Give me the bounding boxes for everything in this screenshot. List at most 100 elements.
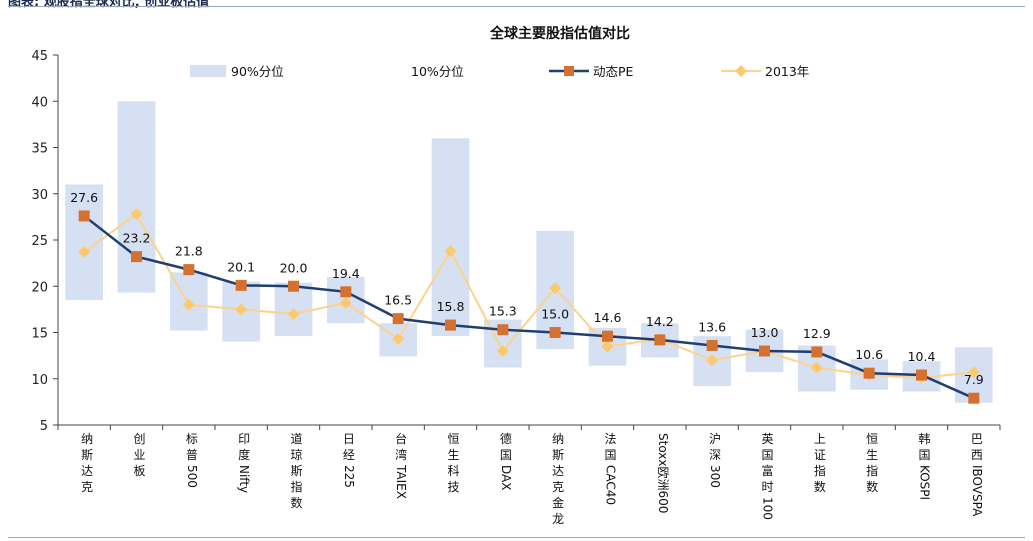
band-10pct-0 <box>65 300 104 425</box>
data-label-pe-14: 12.9 <box>803 326 831 341</box>
x-category-label-10-char-1: 国 <box>604 448 616 462</box>
series-2013-point-4 <box>287 308 300 320</box>
series-pe-point-15 <box>863 367 875 379</box>
x-category-label-5-char-1: 经 <box>343 448 355 462</box>
data-label-pe-10: 14.6 <box>594 310 622 325</box>
x-category-label-10-rot: CAC40 <box>604 465 618 505</box>
x-category-label-1: 创业板 <box>133 432 145 478</box>
chart-legend: 90%分位 10%分位 动态PE 2013年 <box>190 64 809 79</box>
data-label-pe-7: 15.8 <box>437 299 465 314</box>
series-2013-line <box>83 212 974 379</box>
legend-label-band10: 10%分位 <box>411 64 464 79</box>
band-10pct-12 <box>693 386 732 425</box>
series-pe-point-11 <box>654 334 666 346</box>
footer-divider <box>8 537 1025 538</box>
data-label-pe-16: 10.4 <box>908 349 936 364</box>
y-tick-label-40: 40 <box>31 95 48 110</box>
band-10pct-9 <box>536 349 575 425</box>
data-label-pe-12: 13.6 <box>698 319 726 334</box>
band-10pct-6 <box>379 356 418 425</box>
x-category-label-13-char-2: 富 <box>761 463 773 478</box>
x-category-label-13-char-0: 英 <box>761 432 773 446</box>
data-label-pe-9: 15.0 <box>541 307 569 322</box>
series-pe-point-9 <box>549 327 561 338</box>
series-pe-point-10 <box>602 330 613 342</box>
band-10pct-17 <box>954 402 993 425</box>
series-pe-point-17 <box>968 392 980 404</box>
x-category-label-0: 纳斯达克 <box>81 432 93 494</box>
legend-swatch-pe-marker <box>564 66 574 76</box>
band-10pct-3 <box>222 341 261 425</box>
y-tick-label-35: 35 <box>31 142 48 157</box>
y-tick-label-25: 25 <box>31 234 48 249</box>
x-category-label-3-char-0: 印 <box>238 432 250 446</box>
series-2013-point-9 <box>549 282 562 295</box>
x-category-label-8-char-1: 国 <box>500 448 512 462</box>
series-2013-point-2 <box>182 298 195 311</box>
series-pe-point-14 <box>811 346 823 358</box>
data-label-pe-5: 19.4 <box>332 266 360 281</box>
x-category-label-6-char-1: 湾 <box>395 447 407 462</box>
band-10pct-16 <box>902 391 941 425</box>
x-category-label-17-char-0: 巴 <box>971 432 983 446</box>
data-label-pe-8: 15.3 <box>489 304 517 319</box>
series-2013-point-7 <box>444 245 457 258</box>
x-category-label-15: 恒生指数 <box>866 432 878 494</box>
series-pe-point-12 <box>706 339 718 351</box>
legend-swatch-band90 <box>190 65 226 77</box>
x-category-label-5-rot: 225 <box>342 465 356 488</box>
page-header-text: 图表: 观股指全球对比, 创业板估值 <box>8 0 210 10</box>
band-10pct-11 <box>640 357 679 425</box>
data-label-pe-15: 10.6 <box>855 347 883 362</box>
series-2013-point-1 <box>130 208 143 221</box>
band-10pct-5 <box>326 323 365 425</box>
data-label-pe-13: 13.0 <box>751 325 779 340</box>
series-pe-point-1 <box>131 251 142 263</box>
y-tick-label-15: 15 <box>31 327 48 342</box>
series-2013-point-0 <box>78 246 91 259</box>
band-10pct-15 <box>850 389 889 425</box>
series-2013-point-10 <box>601 340 614 353</box>
series-2013-point-8 <box>496 345 509 357</box>
chart-title: 全球主要股指估值对比 <box>489 25 630 42</box>
x-category-label-12-char-0: 沪 <box>709 432 721 446</box>
x-category-label-13-char-3: 时 <box>761 480 773 494</box>
series-2013-point-17 <box>967 366 980 379</box>
x-category-label-9: 纳斯达克金龙 <box>552 432 564 526</box>
series-2013-point-14 <box>810 361 823 374</box>
y-tick-label-20: 20 <box>31 280 48 295</box>
data-label-pe-11: 14.2 <box>646 314 674 329</box>
series-2013-point-3 <box>235 303 248 316</box>
band-90pct-7 <box>431 138 470 337</box>
x-category-label-2-rot: 500 <box>185 465 199 488</box>
series-pe-point-16 <box>916 369 927 381</box>
x-category-label-16-rot: KOSPI <box>918 465 932 500</box>
series-pe-point-5 <box>340 286 352 298</box>
legend-label-pe: 动态PE <box>593 64 634 79</box>
legend-swatch-2013-marker <box>735 65 747 77</box>
x-category-label-4: 道琼斯指数 <box>290 432 302 510</box>
x-category-label-11-rot: Stoxx欧洲600 <box>656 433 670 513</box>
x-category-label-12-rot: 300 <box>708 465 722 488</box>
y-tick-label-10: 10 <box>31 373 48 388</box>
series-2013-point-5 <box>339 296 352 309</box>
series-pe-point-6 <box>392 313 404 325</box>
legend-label-2013: 2013年 <box>765 64 809 79</box>
data-label-pe-17: 7.9 <box>964 372 984 387</box>
series-pe-point-4 <box>288 280 299 292</box>
plot-area: 5 10 15 20 25 30 35 40 45 纳斯达克 创业板 标普 500 印度 Nifty 道琼斯指… <box>31 49 1001 526</box>
x-category-label-16-char-1: 国 <box>918 448 930 462</box>
band-10pct-7 <box>431 336 470 425</box>
series-pe-point-0 <box>78 210 90 222</box>
y-tick-label-5: 5 <box>40 419 48 434</box>
x-category-label-8-rot: DAX <box>499 465 513 490</box>
x-category-label-7: 恒生科技 <box>447 432 459 494</box>
x-category-label-17-rot: IBOVSPA <box>970 465 984 517</box>
band-90pct-1 <box>117 101 156 293</box>
band-10pct-4 <box>274 336 313 425</box>
band-10pct-14 <box>797 391 836 425</box>
x-category-label-6-rot: TAIEX <box>394 464 408 499</box>
legend-label-band90: 90%分位 <box>231 64 284 79</box>
data-label-pe-6: 16.5 <box>384 293 412 308</box>
